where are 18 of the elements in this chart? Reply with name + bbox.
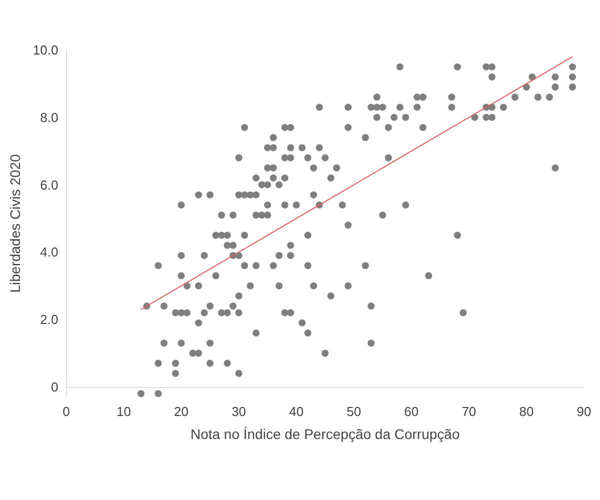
y-tick-label: 10.0: [32, 42, 58, 58]
y-axis-title: Liberdades Civis 2020: [7, 154, 23, 293]
x-tick-label: 10: [116, 404, 131, 419]
y-tick-label: 0: [50, 379, 58, 394]
y-tick-label: 4.0: [40, 244, 58, 260]
y-tick-label: 6.0: [40, 177, 58, 192]
x-tick-label: 40: [289, 404, 304, 419]
x-tick-label: 50: [346, 404, 362, 419]
x-tick-label: 70: [462, 404, 476, 419]
x-tick-label: 20: [174, 404, 188, 419]
x-axis-title: Nota no Índice de Percepção da Corrupção: [190, 426, 460, 442]
y-tick-label: 8.0: [40, 110, 58, 125]
x-tick-label: 0: [62, 404, 70, 419]
y-tick-label: 2.0: [40, 312, 58, 328]
x-tick-label: 90: [576, 404, 592, 419]
x-tick-label: 30: [232, 404, 246, 419]
x-tick-label: 60: [404, 404, 419, 419]
x-tick-label: 80: [519, 404, 534, 419]
